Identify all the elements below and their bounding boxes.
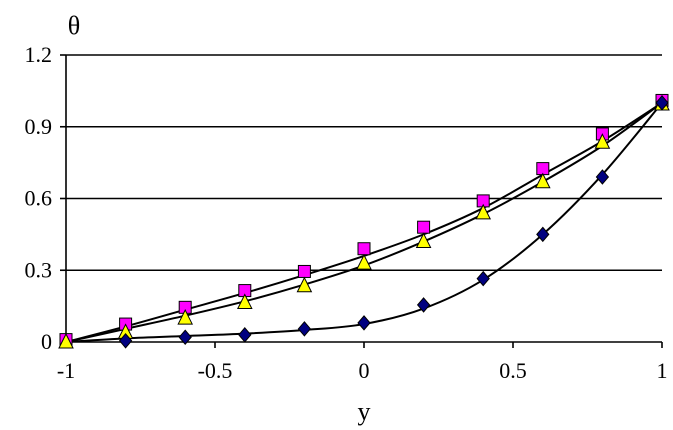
x-tick-label: -0.5 [198, 358, 233, 383]
x-tick-label: -1 [57, 358, 75, 383]
y-tick-label: 1.2 [25, 42, 53, 67]
x-tick-label: 1 [657, 358, 668, 383]
point-diamond [297, 321, 312, 337]
point-diamond [357, 315, 371, 331]
series-line-triangle [65, 102, 663, 343]
point-square [297, 264, 311, 278]
point-diamond [238, 327, 252, 343]
y-tick-label: 0.3 [25, 257, 53, 282]
grid-lines [66, 54, 662, 272]
y-tick-label: 0 [41, 329, 52, 354]
point-triangle [356, 253, 372, 270]
point-triangle [177, 308, 194, 325]
x-axis-title: y [358, 397, 371, 426]
point-triangle [58, 332, 74, 349]
tick-labels: 0 0.3 0.6 0.9 1.2 -1 -0.5 0 0.5 1 [25, 42, 668, 383]
point-square [357, 242, 371, 256]
y-axis-title: θ [68, 11, 80, 40]
point-diamond [536, 226, 550, 243]
point-triangle [534, 172, 551, 189]
point-triangle [594, 133, 611, 149]
x-tick-label: 0.5 [499, 358, 527, 383]
y-tick-label: 0.6 [25, 186, 53, 211]
point-diamond [416, 297, 431, 313]
point-square [417, 220, 431, 234]
point-diamond [476, 270, 490, 287]
point-triangle [475, 203, 492, 220]
axes [60, 54, 663, 348]
point-triangle [296, 276, 313, 293]
series-line-diamond [65, 102, 663, 343]
y-tick-label: 0.9 [25, 114, 53, 139]
point-diamond [178, 329, 192, 345]
series-group [58, 93, 670, 349]
point-diamond [655, 95, 669, 111]
point-triangle [236, 293, 253, 310]
point-triangle [415, 232, 432, 249]
point-diamond [595, 169, 610, 185]
x-tick-label: 0 [359, 358, 370, 383]
series-line-square [65, 101, 663, 343]
point-diamond [118, 333, 133, 349]
